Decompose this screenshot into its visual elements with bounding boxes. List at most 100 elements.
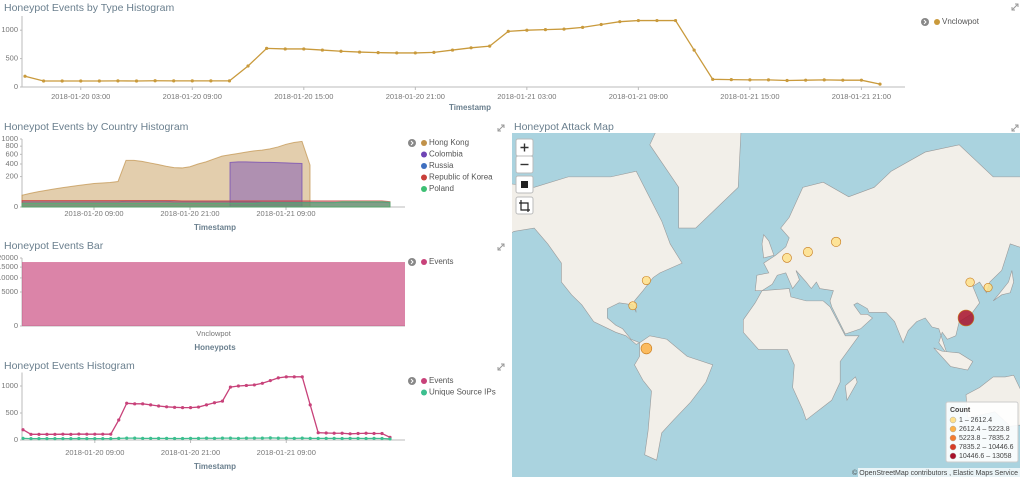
bar <box>22 262 405 326</box>
x-tick-label: 2018-01-20 09:00 <box>64 209 123 218</box>
point <box>77 432 81 436</box>
map-controls <box>515 138 534 215</box>
point <box>372 431 376 436</box>
x-axis-title: Honeypots <box>194 343 236 352</box>
map-legend-swatch <box>949 416 957 424</box>
map-marker[interactable] <box>628 301 638 311</box>
point <box>804 78 808 82</box>
point <box>133 402 137 406</box>
point <box>785 78 789 83</box>
x-tick-label: 2018-01-20 21:00 <box>386 92 445 101</box>
point <box>636 18 640 23</box>
x-tick-label: 2018-01-20 21:00 <box>161 448 220 457</box>
point <box>395 51 399 55</box>
point <box>149 436 153 440</box>
point <box>236 436 241 440</box>
map-marker[interactable] <box>983 283 993 292</box>
point <box>599 22 603 27</box>
map-marker[interactable] <box>965 277 975 287</box>
point <box>822 78 826 82</box>
legend-toggle-icon <box>410 378 414 384</box>
legend-toggle[interactable] <box>408 377 416 385</box>
panel-title: Honeypot Events by Type Histogram <box>4 2 174 14</box>
map-legend-swatch <box>949 434 957 442</box>
point <box>149 403 153 407</box>
map-legend-swatch <box>949 452 957 460</box>
point <box>101 437 105 441</box>
point <box>101 432 105 436</box>
x-axis-title: Timestamp <box>449 103 491 112</box>
map-legend-box <box>945 401 1019 463</box>
point <box>220 399 225 403</box>
x-tick-label: 2018-01-21 21:00 <box>832 92 891 101</box>
expand-icon[interactable] <box>497 363 505 371</box>
point <box>69 432 73 436</box>
legend-label: Poland <box>429 184 454 193</box>
legend-swatch <box>421 151 427 158</box>
series-line <box>24 19 881 85</box>
point <box>300 436 304 440</box>
point <box>153 79 157 83</box>
x-tick-label: 2018-01-21 03:00 <box>497 92 556 101</box>
y-tick-label: 0 <box>14 202 18 211</box>
point <box>69 437 73 441</box>
legend-swatch <box>421 259 427 265</box>
point <box>165 405 169 409</box>
point <box>53 432 57 436</box>
expand-icon[interactable] <box>1011 124 1019 132</box>
point <box>21 428 25 432</box>
map-marker[interactable] <box>640 342 653 355</box>
point <box>284 436 288 440</box>
point <box>356 436 360 440</box>
map-marker[interactable] <box>782 253 792 263</box>
x-tick-label: 2018-01-20 21:00 <box>160 209 219 218</box>
point <box>212 401 217 405</box>
point <box>85 437 89 441</box>
series-line <box>22 376 391 438</box>
point <box>53 437 57 441</box>
point <box>711 77 715 81</box>
point <box>581 25 585 29</box>
expand-icon[interactable] <box>497 243 505 251</box>
map-legend-title: Count <box>950 407 971 414</box>
point <box>246 64 250 68</box>
legend-toggle[interactable] <box>408 258 416 266</box>
legend-toggle[interactable] <box>921 18 929 26</box>
point <box>878 82 882 86</box>
expand-icon[interactable] <box>497 124 505 132</box>
fit-bounds[interactable] <box>515 196 534 215</box>
legend-swatch <box>934 19 940 25</box>
map-marker[interactable] <box>957 309 975 327</box>
point <box>61 432 65 436</box>
point <box>260 381 264 385</box>
map-marker[interactable] <box>802 247 813 257</box>
expand-icon[interactable] <box>1011 3 1019 11</box>
series-area <box>21 140 311 208</box>
point <box>268 436 272 440</box>
point <box>244 436 248 440</box>
point <box>45 432 49 436</box>
x-tick-label: 2018-01-21 15:00 <box>720 92 779 101</box>
y-tick-label: 800 <box>5 141 18 150</box>
point <box>276 376 280 380</box>
point <box>196 436 201 440</box>
map-marker[interactable] <box>641 275 651 286</box>
panel-title: Honeypot Events Histogram <box>4 360 135 372</box>
map-legend-label: 5223.8 – 7835.2 <box>959 435 1010 442</box>
y-tick-label: 400 <box>5 159 18 168</box>
point <box>125 436 129 440</box>
land <box>512 170 683 345</box>
point <box>141 402 145 406</box>
point <box>618 20 622 24</box>
map-marker[interactable] <box>831 236 842 247</box>
legend-toggle[interactable] <box>408 139 416 147</box>
map-layer <box>512 133 1020 461</box>
point <box>357 50 362 54</box>
y-tick-label: 15000 <box>0 262 18 271</box>
point <box>284 375 288 379</box>
point <box>93 432 97 436</box>
point <box>300 375 304 379</box>
map-legend-label: 2612.4 – 5223.8 <box>959 426 1010 433</box>
x-tick-label: 2018-01-21 09:00 <box>257 448 316 457</box>
